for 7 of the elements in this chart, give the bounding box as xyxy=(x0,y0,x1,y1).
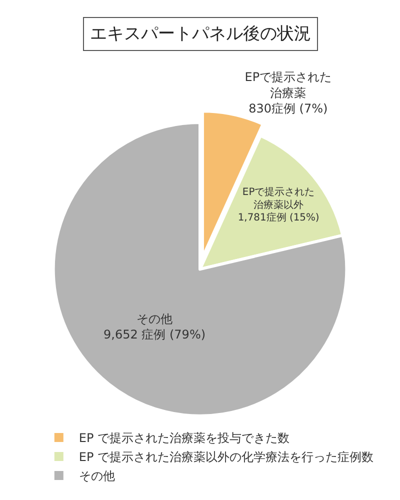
chart-title: エキスパートパネル後の状況 xyxy=(90,24,311,44)
data-label: その他 9,652 症例 (79%) xyxy=(104,312,206,342)
legend-label: EP で提示された治療薬を投与できた数 xyxy=(78,431,290,446)
data-label: EPで提示された治療薬以外 1,781症例 (15%) xyxy=(238,186,320,224)
legend-label: EP で提示された治療薬以外の化学療法を行った症例数 xyxy=(78,450,374,464)
data-label: EPで提示された治療薬 830症例 (7%) xyxy=(244,70,332,116)
legend-label: その他 xyxy=(78,469,115,484)
